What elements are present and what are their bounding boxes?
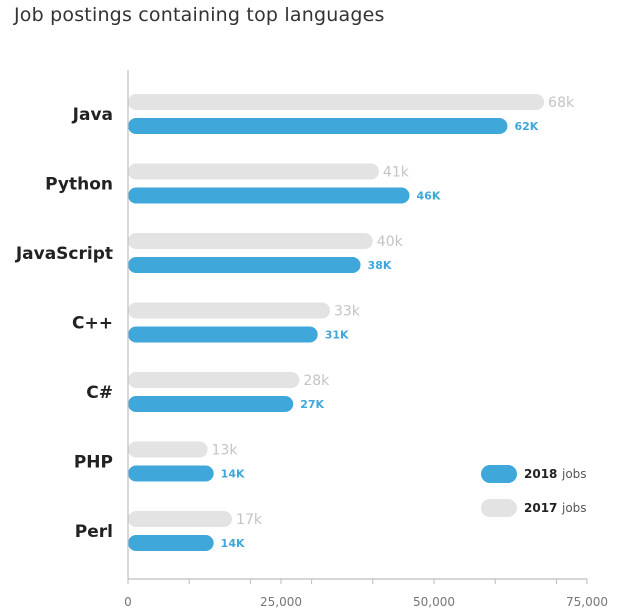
x-tick-label: 25,000 bbox=[260, 595, 302, 609]
data-label-2018: 62K bbox=[514, 120, 538, 133]
data-label-2018: 38K bbox=[368, 259, 392, 272]
bar-2018 bbox=[128, 326, 318, 343]
bar-2017 bbox=[128, 511, 233, 527]
data-label-2017: 13k bbox=[212, 443, 239, 459]
x-tick-label: 75,000 bbox=[566, 595, 608, 609]
bar-2017 bbox=[128, 372, 300, 388]
x-axis: 0 25,000 50,000 75,000 bbox=[124, 70, 608, 609]
x-tick-label: 0 bbox=[124, 595, 132, 609]
bar-2017 bbox=[128, 94, 545, 110]
legend-label-word: jobs bbox=[561, 501, 587, 515]
legend-swatch-2018 bbox=[481, 465, 517, 483]
bars-layer: Java 68k 62K Python 41k 46K JavaScript 40k 38K C+… bbox=[15, 94, 575, 551]
bar-2018 bbox=[128, 396, 294, 412]
bar-2018 bbox=[128, 535, 214, 551]
data-label-2017: 17k bbox=[236, 512, 263, 528]
data-label-2017: 40k bbox=[377, 234, 404, 250]
legend-label-year: 2018 bbox=[524, 467, 557, 481]
bar-2017 bbox=[128, 441, 208, 458]
category-label: PHP bbox=[74, 453, 113, 473]
bar-2017 bbox=[128, 302, 330, 319]
data-label-2018: 46K bbox=[417, 190, 441, 203]
bar-2018 bbox=[128, 257, 361, 273]
data-label-2017: 28k bbox=[303, 373, 330, 389]
category-label: C++ bbox=[72, 314, 113, 334]
data-label-2017: 68k bbox=[548, 95, 575, 111]
data-label-2017: 41k bbox=[383, 165, 410, 181]
bar-2017 bbox=[128, 163, 379, 180]
data-label-2018: 14K bbox=[221, 537, 245, 550]
legend: 2018 jobs 2017 jobs bbox=[481, 465, 587, 517]
data-label-2018: 14K bbox=[221, 468, 245, 481]
data-label-2018: 31K bbox=[325, 329, 349, 342]
category-label: C# bbox=[86, 383, 113, 403]
legend-label-word: jobs bbox=[561, 467, 587, 481]
data-label-2017: 33k bbox=[334, 304, 361, 320]
chart-title: Job postings containing top languages bbox=[14, 4, 385, 26]
legend-label-year: 2017 bbox=[524, 501, 557, 515]
data-label-2018: 27K bbox=[300, 398, 324, 411]
category-label: Python bbox=[45, 175, 113, 195]
bar-2018 bbox=[128, 118, 508, 134]
legend-swatch-2017 bbox=[481, 499, 517, 517]
x-tick-label: 50,000 bbox=[413, 595, 455, 609]
category-label: JavaScript bbox=[15, 244, 113, 264]
category-label: Perl bbox=[75, 522, 113, 542]
category-label: Java bbox=[72, 105, 113, 125]
bar-2018 bbox=[128, 187, 410, 204]
bar-2018 bbox=[128, 465, 214, 482]
bar-2017 bbox=[128, 233, 373, 249]
